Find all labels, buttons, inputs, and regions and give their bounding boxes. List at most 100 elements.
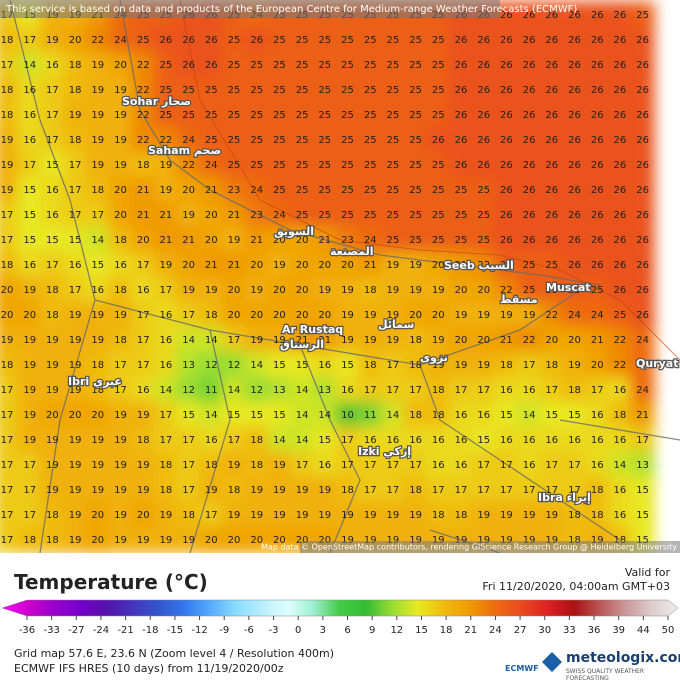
cell-value: 16	[568, 435, 581, 446]
cell-value: 12	[250, 385, 263, 396]
cell	[153, 451, 179, 479]
cell-value: 25	[273, 135, 286, 146]
cell	[62, 301, 88, 329]
cell-value: 17	[69, 285, 82, 296]
cell	[198, 301, 224, 329]
cell	[607, 401, 633, 429]
cell-value: 20	[182, 260, 195, 271]
cell-value: 16	[455, 410, 468, 421]
cell-value: 19	[23, 360, 36, 371]
cell-value: 24	[364, 235, 377, 246]
cell	[494, 501, 519, 529]
cell	[335, 201, 360, 229]
cell-value: 26	[182, 60, 195, 71]
cell-value: 19	[160, 260, 173, 271]
cell	[17, 226, 43, 254]
cell	[494, 401, 519, 429]
cell	[40, 401, 65, 429]
colorbar-label: 50	[662, 625, 675, 636]
cell-value: 21	[205, 185, 218, 196]
cell-value: 17	[545, 460, 558, 471]
cell	[494, 326, 519, 354]
cell	[130, 451, 156, 479]
cell	[448, 76, 474, 104]
cell-value: 18	[205, 310, 218, 321]
cell	[494, 351, 519, 379]
cell	[176, 426, 201, 454]
cell-value: 17	[477, 460, 490, 471]
cell-value: 25	[455, 210, 468, 221]
cell-value: 19	[23, 335, 36, 346]
cell	[17, 426, 43, 454]
cell	[425, 151, 451, 179]
cell-value: 15	[636, 485, 649, 496]
cell	[494, 476, 519, 504]
valid-for: Valid for	[624, 566, 670, 579]
cell-value: 25	[432, 35, 445, 46]
cell-value: 19	[318, 485, 331, 496]
cell-value: 25	[545, 285, 558, 296]
cell-value: 26	[614, 60, 627, 71]
cell	[335, 426, 360, 454]
cell-value: 26	[545, 160, 558, 171]
cell	[380, 51, 406, 79]
cell	[289, 76, 315, 104]
cell	[380, 301, 406, 329]
cell-value: 18	[568, 535, 581, 546]
cell	[516, 76, 542, 104]
cell	[516, 376, 542, 404]
cell	[17, 401, 43, 429]
cell-value: 25	[250, 135, 263, 146]
colorbar-label: 33	[563, 625, 576, 636]
cell	[471, 51, 497, 79]
cell	[630, 1, 655, 29]
cell-value: 26	[636, 210, 649, 221]
cell-value: 21	[228, 210, 241, 221]
cell-value: 20	[477, 335, 490, 346]
cell-value: 25	[250, 85, 263, 96]
cell-value: 19	[46, 460, 59, 471]
cell-value: 17	[432, 485, 445, 496]
cell-value: 25	[273, 160, 286, 171]
place-label: نزوى	[420, 351, 448, 364]
cell-value: 25	[568, 285, 581, 296]
cell-value: 14	[296, 410, 309, 421]
cell	[607, 51, 633, 79]
cell-value: 16	[432, 435, 445, 446]
cell	[448, 276, 474, 304]
cell-value: 18	[23, 535, 36, 546]
cell	[539, 376, 565, 404]
cell	[198, 26, 224, 54]
cell-value: 17	[137, 310, 150, 321]
cell	[425, 51, 451, 79]
cell-value: 18	[46, 310, 59, 321]
cell-value: 26	[614, 85, 627, 96]
cell	[198, 226, 224, 254]
cell-value: 16	[477, 410, 490, 421]
cell-value: 18	[432, 385, 445, 396]
cell-value: 24	[568, 310, 581, 321]
cell-value: 20	[205, 210, 218, 221]
cell-value: 19	[182, 285, 195, 296]
cell-value: 21	[137, 210, 150, 221]
cell-value: 21	[636, 410, 649, 421]
cell	[176, 26, 201, 54]
cell-value: 20	[182, 185, 195, 196]
cell	[221, 301, 247, 329]
cell-value: 18	[341, 485, 354, 496]
cell-value: 19	[46, 435, 59, 446]
cell	[425, 301, 451, 329]
cell	[539, 176, 565, 204]
cell-value: 25	[318, 110, 331, 121]
cell-value: 17	[1, 60, 14, 71]
cell	[403, 51, 428, 79]
cell-value: 19	[387, 335, 400, 346]
cell-value: 25	[341, 160, 354, 171]
cell-value: 18	[250, 460, 263, 471]
cell	[17, 26, 43, 54]
cell	[335, 351, 360, 379]
cell	[607, 176, 633, 204]
cell	[403, 126, 428, 154]
cell-value: 21	[205, 260, 218, 271]
cell-value: 26	[614, 185, 627, 196]
